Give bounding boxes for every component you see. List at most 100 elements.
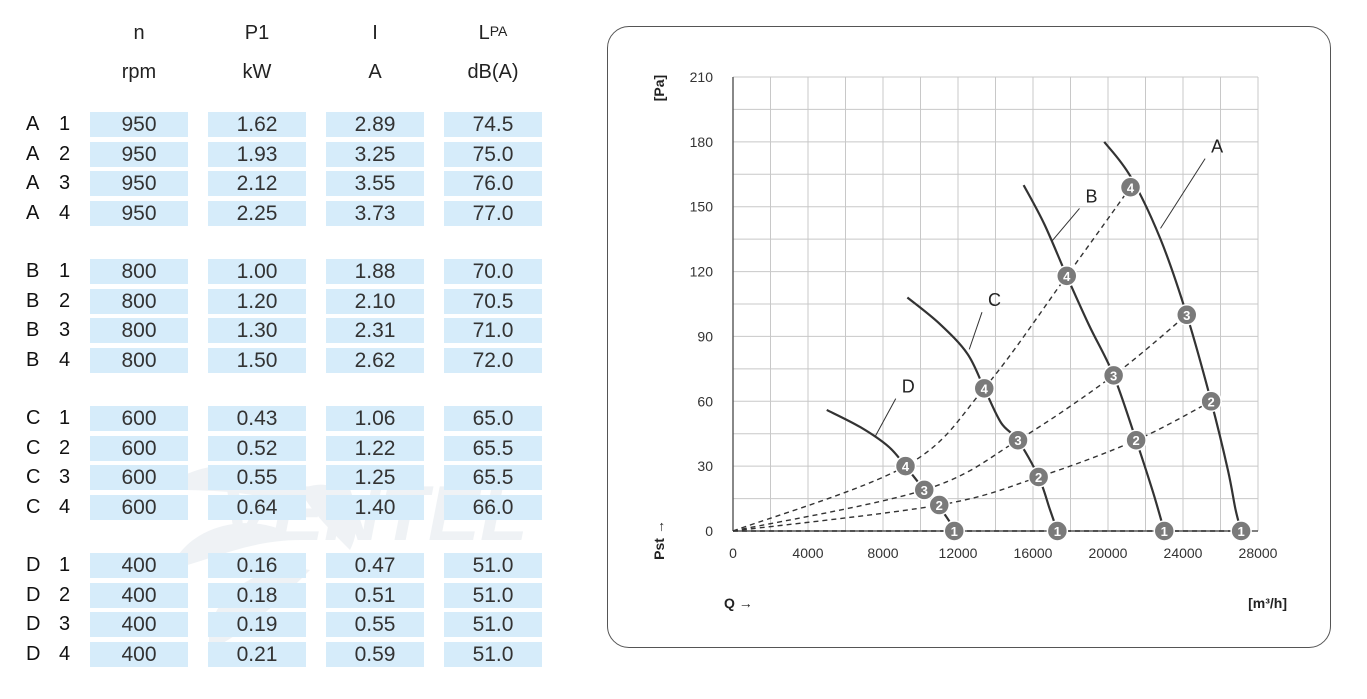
table-cell-p1: 0.16 bbox=[208, 553, 306, 578]
table-cell-lpa: 76.0 bbox=[444, 171, 542, 196]
table-cell-p1: 0.64 bbox=[208, 494, 306, 520]
table-cell-lpa: 70.5 bbox=[444, 288, 542, 314]
table-cell-lpa: 70.0 bbox=[444, 259, 542, 284]
row-step-number: 2 bbox=[59, 583, 71, 606]
table-cell-lpa: 71.0 bbox=[444, 318, 542, 343]
table-cell-lpa: 51.0 bbox=[444, 582, 542, 608]
row-group-label: B bbox=[26, 260, 40, 282]
table-cell-p1: 1.50 bbox=[208, 347, 306, 373]
table-cell-n: 600 bbox=[90, 406, 188, 431]
header-lpa-main: L bbox=[478, 22, 490, 44]
row-group-label: C bbox=[26, 466, 41, 488]
table-cell-p1: 2.25 bbox=[208, 200, 306, 226]
row-step-number: 3 bbox=[59, 172, 71, 194]
row-group-label: D bbox=[26, 642, 41, 665]
table-cell-n: 800 bbox=[90, 318, 188, 343]
table-cell-i: 1.88 bbox=[326, 259, 424, 284]
table-cell-lpa: 74.5 bbox=[444, 112, 542, 137]
table-cell-n: 400 bbox=[90, 553, 188, 578]
table-cell-n: 950 bbox=[90, 200, 188, 226]
chart-panel bbox=[607, 26, 1331, 648]
table-cell-i: 1.40 bbox=[326, 494, 424, 520]
table-cell-lpa: 65.5 bbox=[444, 435, 542, 461]
table-cell-lpa: 77.0 bbox=[444, 200, 542, 226]
table-cell-p1: 1.20 bbox=[208, 288, 306, 314]
row-group-label: A bbox=[26, 142, 40, 165]
row-step-number: 1 bbox=[59, 554, 71, 576]
row-group-label: D bbox=[26, 583, 41, 606]
table-cell-lpa: 66.0 bbox=[444, 494, 542, 520]
table-cell-p1: 1.62 bbox=[208, 112, 306, 137]
row-group-label: C bbox=[26, 407, 41, 429]
table-cell-i: 1.25 bbox=[326, 465, 424, 490]
table-cell-i: 1.06 bbox=[326, 406, 424, 431]
table-cell-n: 800 bbox=[90, 347, 188, 373]
table-cell-i: 2.31 bbox=[326, 318, 424, 343]
row-step-number: 4 bbox=[59, 348, 71, 371]
table-cell-p1: 0.43 bbox=[208, 406, 306, 431]
row-step-number: 3 bbox=[59, 319, 71, 341]
row-step-number: 2 bbox=[59, 436, 71, 459]
table-cell-lpa: 51.0 bbox=[444, 612, 542, 637]
table-cell-p1: 1.93 bbox=[208, 141, 306, 167]
header-n-symbol: n bbox=[133, 22, 145, 44]
row-group-label: B bbox=[26, 319, 40, 341]
table-cell-lpa: 72.0 bbox=[444, 347, 542, 373]
table-cell-n: 400 bbox=[90, 612, 188, 637]
row-group-label: A bbox=[26, 113, 40, 135]
row-group-label: D bbox=[26, 554, 41, 576]
row-step-number: 3 bbox=[59, 613, 71, 635]
table-cell-p1: 0.18 bbox=[208, 582, 306, 608]
header-i-unit: A bbox=[368, 61, 382, 83]
row-step-number: 2 bbox=[59, 142, 71, 165]
table-cell-lpa: 51.0 bbox=[444, 553, 542, 578]
row-group-label: D bbox=[26, 613, 41, 635]
table-cell-n: 800 bbox=[90, 259, 188, 284]
table-cell-n: 600 bbox=[90, 494, 188, 520]
row-step-number: 4 bbox=[59, 642, 71, 665]
header-p1-unit: kW bbox=[242, 61, 272, 83]
row-step-number: 2 bbox=[59, 289, 71, 312]
table-cell-i: 3.73 bbox=[326, 200, 424, 226]
header-n-unit: rpm bbox=[121, 61, 157, 83]
table-cell-p1: 0.19 bbox=[208, 612, 306, 637]
header-lpa-subscript: PA bbox=[489, 23, 508, 39]
table-cell-p1: 1.30 bbox=[208, 318, 306, 343]
row-group-label: C bbox=[26, 436, 41, 459]
table-cell-i: 2.10 bbox=[326, 288, 424, 314]
table-cell-p1: 0.52 bbox=[208, 435, 306, 461]
table-cell-i: 0.55 bbox=[326, 612, 424, 637]
table-cell-n: 800 bbox=[90, 288, 188, 314]
row-group-label: A bbox=[26, 201, 40, 224]
table-cell-p1: 0.21 bbox=[208, 641, 306, 667]
table-cell-i: 0.51 bbox=[326, 582, 424, 608]
row-step-number: 4 bbox=[59, 201, 71, 224]
table-cell-lpa: 65.0 bbox=[444, 406, 542, 431]
table-cell-i: 3.25 bbox=[326, 141, 424, 167]
header-lpa-symbol: LPA bbox=[444, 22, 542, 45]
table-cell-lpa: 51.0 bbox=[444, 641, 542, 667]
row-group-label: C bbox=[26, 495, 41, 518]
table-cell-n: 600 bbox=[90, 435, 188, 461]
row-step-number: 1 bbox=[59, 113, 71, 135]
table-cell-n: 400 bbox=[90, 582, 188, 608]
table-cell-n: 400 bbox=[90, 641, 188, 667]
table-cell-n: 950 bbox=[90, 112, 188, 137]
table-cell-i: 0.47 bbox=[326, 553, 424, 578]
row-group-label: B bbox=[26, 289, 40, 312]
header-p1-symbol: P1 bbox=[244, 22, 270, 44]
table-cell-p1: 0.55 bbox=[208, 465, 306, 490]
table-cell-i: 1.22 bbox=[326, 435, 424, 461]
row-step-number: 1 bbox=[59, 260, 71, 282]
table-cell-n: 950 bbox=[90, 141, 188, 167]
row-group-label: A bbox=[26, 172, 40, 194]
table-cell-i: 0.59 bbox=[326, 641, 424, 667]
table-cell-lpa: 75.0 bbox=[444, 141, 542, 167]
table-cell-i: 2.62 bbox=[326, 347, 424, 373]
row-step-number: 1 bbox=[59, 407, 71, 429]
table-cell-lpa: 65.5 bbox=[444, 465, 542, 490]
header-i-symbol: I bbox=[372, 22, 378, 44]
row-group-label: B bbox=[26, 348, 40, 371]
table-cell-i: 3.55 bbox=[326, 171, 424, 196]
row-step-number: 3 bbox=[59, 466, 71, 488]
